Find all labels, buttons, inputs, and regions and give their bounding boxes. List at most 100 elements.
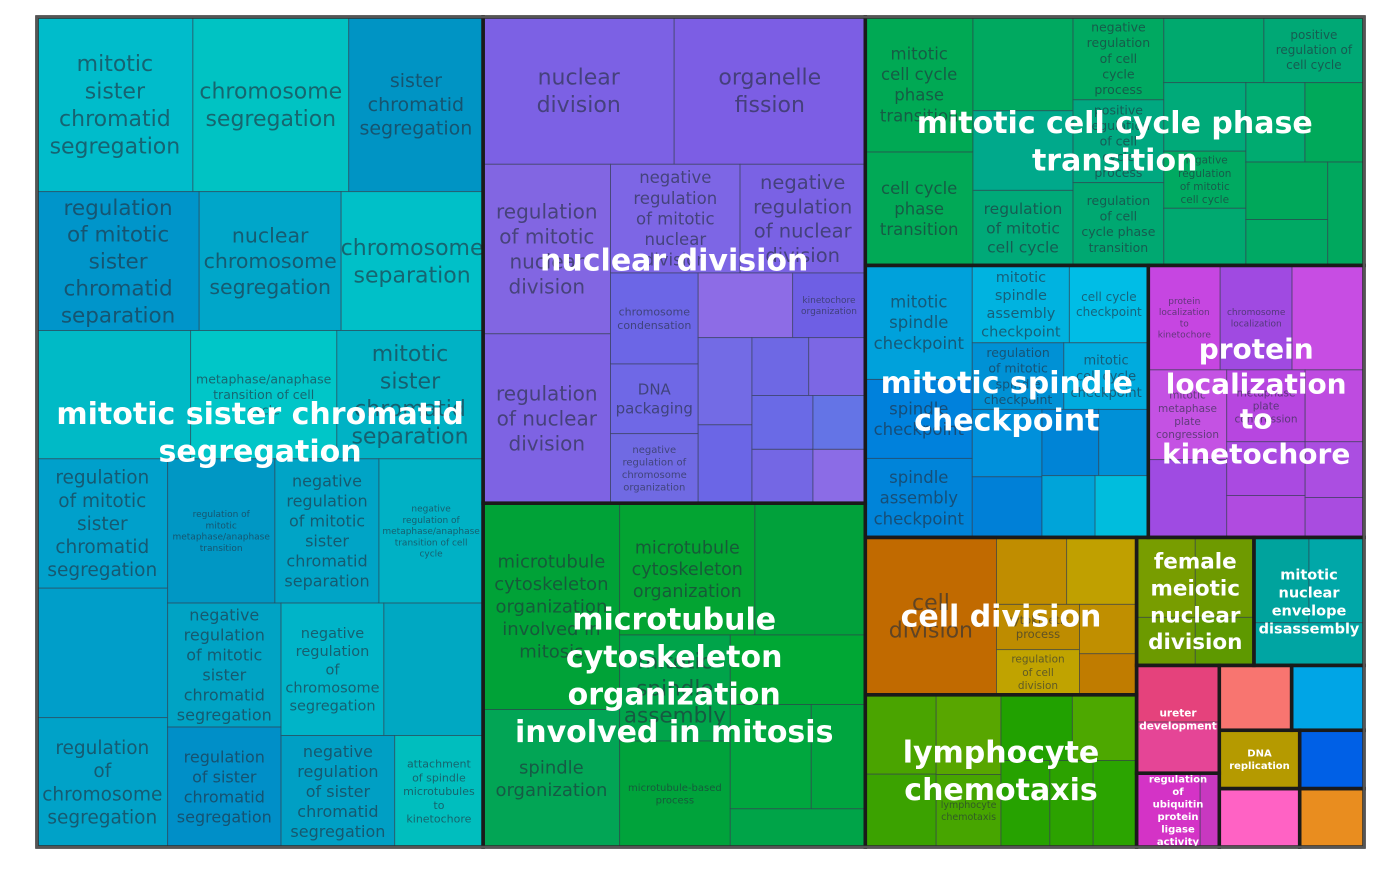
treemap-cell-regulation-of-cell-division: [996, 649, 1080, 696]
treemap-cell-lymphocyte-chemotaxis: [935, 774, 1002, 848]
treemap-cell-unlabeled: [1194, 536, 1255, 618]
group-label-mitotic-cell-cycle-phase-transition: mitotic cell cycle phase transition: [917, 106, 1313, 179]
treemap-cell-regulation-of-mitotic-spindle-checkpoint: [971, 342, 1065, 410]
cell-label-kinetochore-organization: kinetochore organization: [801, 296, 857, 317]
treemap-cell-unlabeled: [1304, 497, 1365, 538]
cell-label-regulation-of-sister-chromatid-segregation: regulation of sister chromatid segregation: [177, 748, 272, 827]
cell-label-lymphocyte-chemotaxis: lymphocyte chemotaxis: [941, 800, 997, 823]
treemap-cell-unlabeled: [1041, 475, 1096, 538]
treemap-cell-chromosome-separation: [340, 191, 484, 331]
treemap-cell-mitotic-metaphase-plate-congression: [1147, 369, 1228, 461]
group-label-cell-division: cell division: [901, 600, 1102, 635]
cell-label-negative-regulation-of-metaphase-anaphase-transition-of-cell-cycle: negative regulation of metaphase/anaphase t…: [382, 505, 480, 560]
cell-label-metaphase-plate-congression: metaphase plate congression: [1235, 387, 1298, 425]
treemap-cell-mitotic-cell-cycle-checkpoint: [1063, 342, 1149, 410]
cell-label-regulation-of-mitotic-nuclear-division: regulation of mitotic nuclear division: [496, 200, 598, 299]
cell-label-nuclear-division: nuclear division: [537, 66, 621, 119]
cell-label-mitotic-sister-chromatid-segregation: mitotic sister chromatid segregation: [50, 52, 181, 160]
cell-label-spindle-assembly-checkpoint: spindle assembly checkpoint: [874, 468, 965, 528]
group-label-dna-replication: DNA replication: [1229, 749, 1290, 773]
treemap-cell-unlabeled: [1071, 694, 1138, 761]
cell-label-negative-regulation-of-mitotic-cell-cycle: negative regulation of mitotic cell cycle: [1178, 155, 1231, 206]
group-label-microtubule-cytoskeleton-organization-involved-in-mitosis: microtubule cytoskeleton organization invol…: [515, 602, 834, 750]
treemap-cell-unlabeled: [1163, 207, 1247, 266]
treemap-cell-spindle-checkpoint: [864, 379, 973, 459]
treemap-cell-unlabeled: [1092, 760, 1138, 848]
treemap-cell-unlabeled: [971, 476, 1043, 538]
treemap-cell-regulation-of-mitotic-cell-cycle: [972, 189, 1074, 266]
treemap-cell-unlabeled: [1147, 459, 1228, 538]
cells-layer: [36, 16, 1365, 848]
cell-label-cell-cycle-phase-transition: cell cycle phase transition: [880, 179, 959, 239]
treemap-cell-unlabeled: [1098, 408, 1149, 477]
group-label-regulation-of-ubiquitin-protein-ligase-activity: regulation of ubiquitin protein ligase activi…: [1149, 774, 1207, 848]
cell-label-regulation-of-chromosome-segregation: regulation of chromosome segregation: [42, 738, 162, 828]
treemap-cell-unlabeled: [751, 337, 810, 397]
treemap-cell-negative-regulation-of-sister-chromatid-segregation: [280, 735, 396, 848]
cell-label-dna-packaging: DNA packaging: [616, 381, 693, 418]
cell-label-spindle-organization: spindle organization: [495, 757, 607, 801]
treemap-cell-unlabeled: [1245, 161, 1329, 221]
cell-label-regulation-of-cell-cycle-phase-transition: regulation of cell cycle phase transition: [1081, 193, 1155, 255]
treemap-cell-unlabeled: [1079, 603, 1138, 655]
treemap-cell-unlabeled: [1291, 664, 1365, 731]
cell-label-negative-regulation-of-chromosome-segregation: negative regulation of chromosome segregatio…: [285, 626, 379, 715]
cell-label-regulation-of-cell-division: regulation of cell division: [1011, 654, 1064, 692]
cell-label-negative-regulation-of-chromosome-organization: negative regulation of chromosome organizat…: [622, 445, 687, 494]
treemap-cell-unlabeled: [1327, 161, 1365, 266]
treemap-cell-unlabeled: [935, 694, 1002, 775]
treemap-cell-unlabeled: [812, 448, 866, 504]
cell-label-regulation-of-mitotic-sister-chromatid-segregation: regulation of mitotic sister chromatid segre…: [47, 468, 157, 582]
group-label-ureter-development: ureter development: [1139, 707, 1217, 732]
cell-label-mitotic-cell-cycle-checkpoint: mitotic cell cycle checkpoint: [1070, 353, 1141, 401]
treemap-cell-unlabeled: [812, 395, 866, 450]
treemap-cell-spindle-organization: [482, 709, 621, 848]
treemap-cell-unlabeled: [729, 634, 866, 705]
treemap-cell-dna-packaging: [610, 363, 699, 435]
treemap-cell-mitotic-spindle-assembly: [619, 634, 731, 742]
treemap-cell-unlabeled: [1304, 82, 1365, 163]
treemap-cell-mitotic-sister-chromatid-segregation: [36, 16, 194, 193]
treemap-cell-unlabeled: [1299, 788, 1365, 848]
treemap-cell-regulation-of-chromosome-segregation: [36, 717, 169, 848]
cell-label-mitotic-spindle-assembly-checkpoint: mitotic spindle assembly checkpoint: [981, 270, 1061, 340]
treemap-cell-unlabeled: [1253, 622, 1365, 666]
treemap-cell-regulation-of-sister-chromatid-segregation: [167, 726, 282, 848]
treemap-cell-regulation-of-mitotic-sister-chromatid-segregation: [36, 458, 169, 589]
treemap-cell-positive-regulation-of-cell-cycle-process: [1072, 99, 1165, 184]
treemap-cell-unlabeled: [697, 272, 794, 339]
treemap-cell-nuclear-chromosome-segregation: [198, 191, 342, 331]
treemap-cell-cytokinetic-process: [996, 603, 1080, 651]
cell-label-chromosome-separation: chromosome separation: [341, 236, 484, 289]
cell-label-metaphase-anaphase-transition-of-cell-cycle: metaphase/anaphase transition of cell cycl…: [196, 371, 332, 417]
treemap-cell-mitotic-spindle-assembly-checkpoint: [971, 264, 1070, 344]
cell-label-spindle-checkpoint: spindle checkpoint: [874, 399, 965, 439]
group-label-nuclear-division: nuclear division: [540, 244, 808, 279]
cell-label-chromosome-condensation: chromosome condensation: [617, 306, 691, 333]
cell-label-negative-regulation-of-sister-chromatid-segregation: negative regulation of sister chromatid segr…: [290, 742, 385, 841]
treemap-cell-unlabeled: [972, 110, 1074, 191]
treemap-cell-mitotic-spindle-checkpoint: [864, 264, 973, 380]
cell-label-mitotic-cell-cycle-phase-transition: mitotic cell cycle phase transition: [880, 44, 959, 125]
treemap-cell-unlabeled: [1194, 616, 1255, 666]
treemap-cell-unlabeled: [1304, 441, 1365, 499]
cell-label-regulation-of-mitotic-sister-chromatid-separation: regulation of mitotic sister chromatid separ…: [61, 196, 175, 328]
cell-label-positive-regulation-of-cell-cycle: positive regulation of cell cycle: [1276, 28, 1353, 72]
cell-label-regulation-of-mitotic-metaphase-anaphase-transition: regulation of mitotic metaphase/anaphase tr…: [172, 510, 270, 554]
cell-label-mitotic-spindle-assembly: mitotic spindle assembly: [624, 650, 726, 729]
cell-label-attachment-of-spindle-microtubules-to-kinetochore: attachment of spindle microtubules to kineto…: [403, 758, 475, 826]
treemap-cell-unlabeled: [751, 395, 814, 450]
treemap-cell-negative-regulation-of-mitotic-sister-chromatid-segregation: [167, 602, 282, 728]
treemap-cell-unlabeled: [697, 337, 753, 426]
cell-label-positive-regulation-of-cell-cycle-process: positive regulation of cell cycle process: [1087, 102, 1151, 180]
treemap-cell-metaphase-anaphase-transition-of-cell-cycle: [190, 330, 338, 460]
treemap-frame: [35, 15, 1366, 849]
treemap-cell-microtubule-based-process: [619, 740, 731, 848]
cell-label-mitotic-sister-chromatid-separation: mitotic sister chromatid separation: [351, 342, 468, 450]
treemap-cell-chromosome-condensation: [610, 272, 699, 365]
treemap-cell-unlabeled: [972, 16, 1074, 112]
cell-label-organelle-fission: organelle fission: [718, 66, 821, 119]
cell-label-nuclear-chromosome-segregation: nuclear chromosome segregation: [204, 224, 337, 299]
treemap-cell-unlabeled: [1226, 495, 1306, 538]
